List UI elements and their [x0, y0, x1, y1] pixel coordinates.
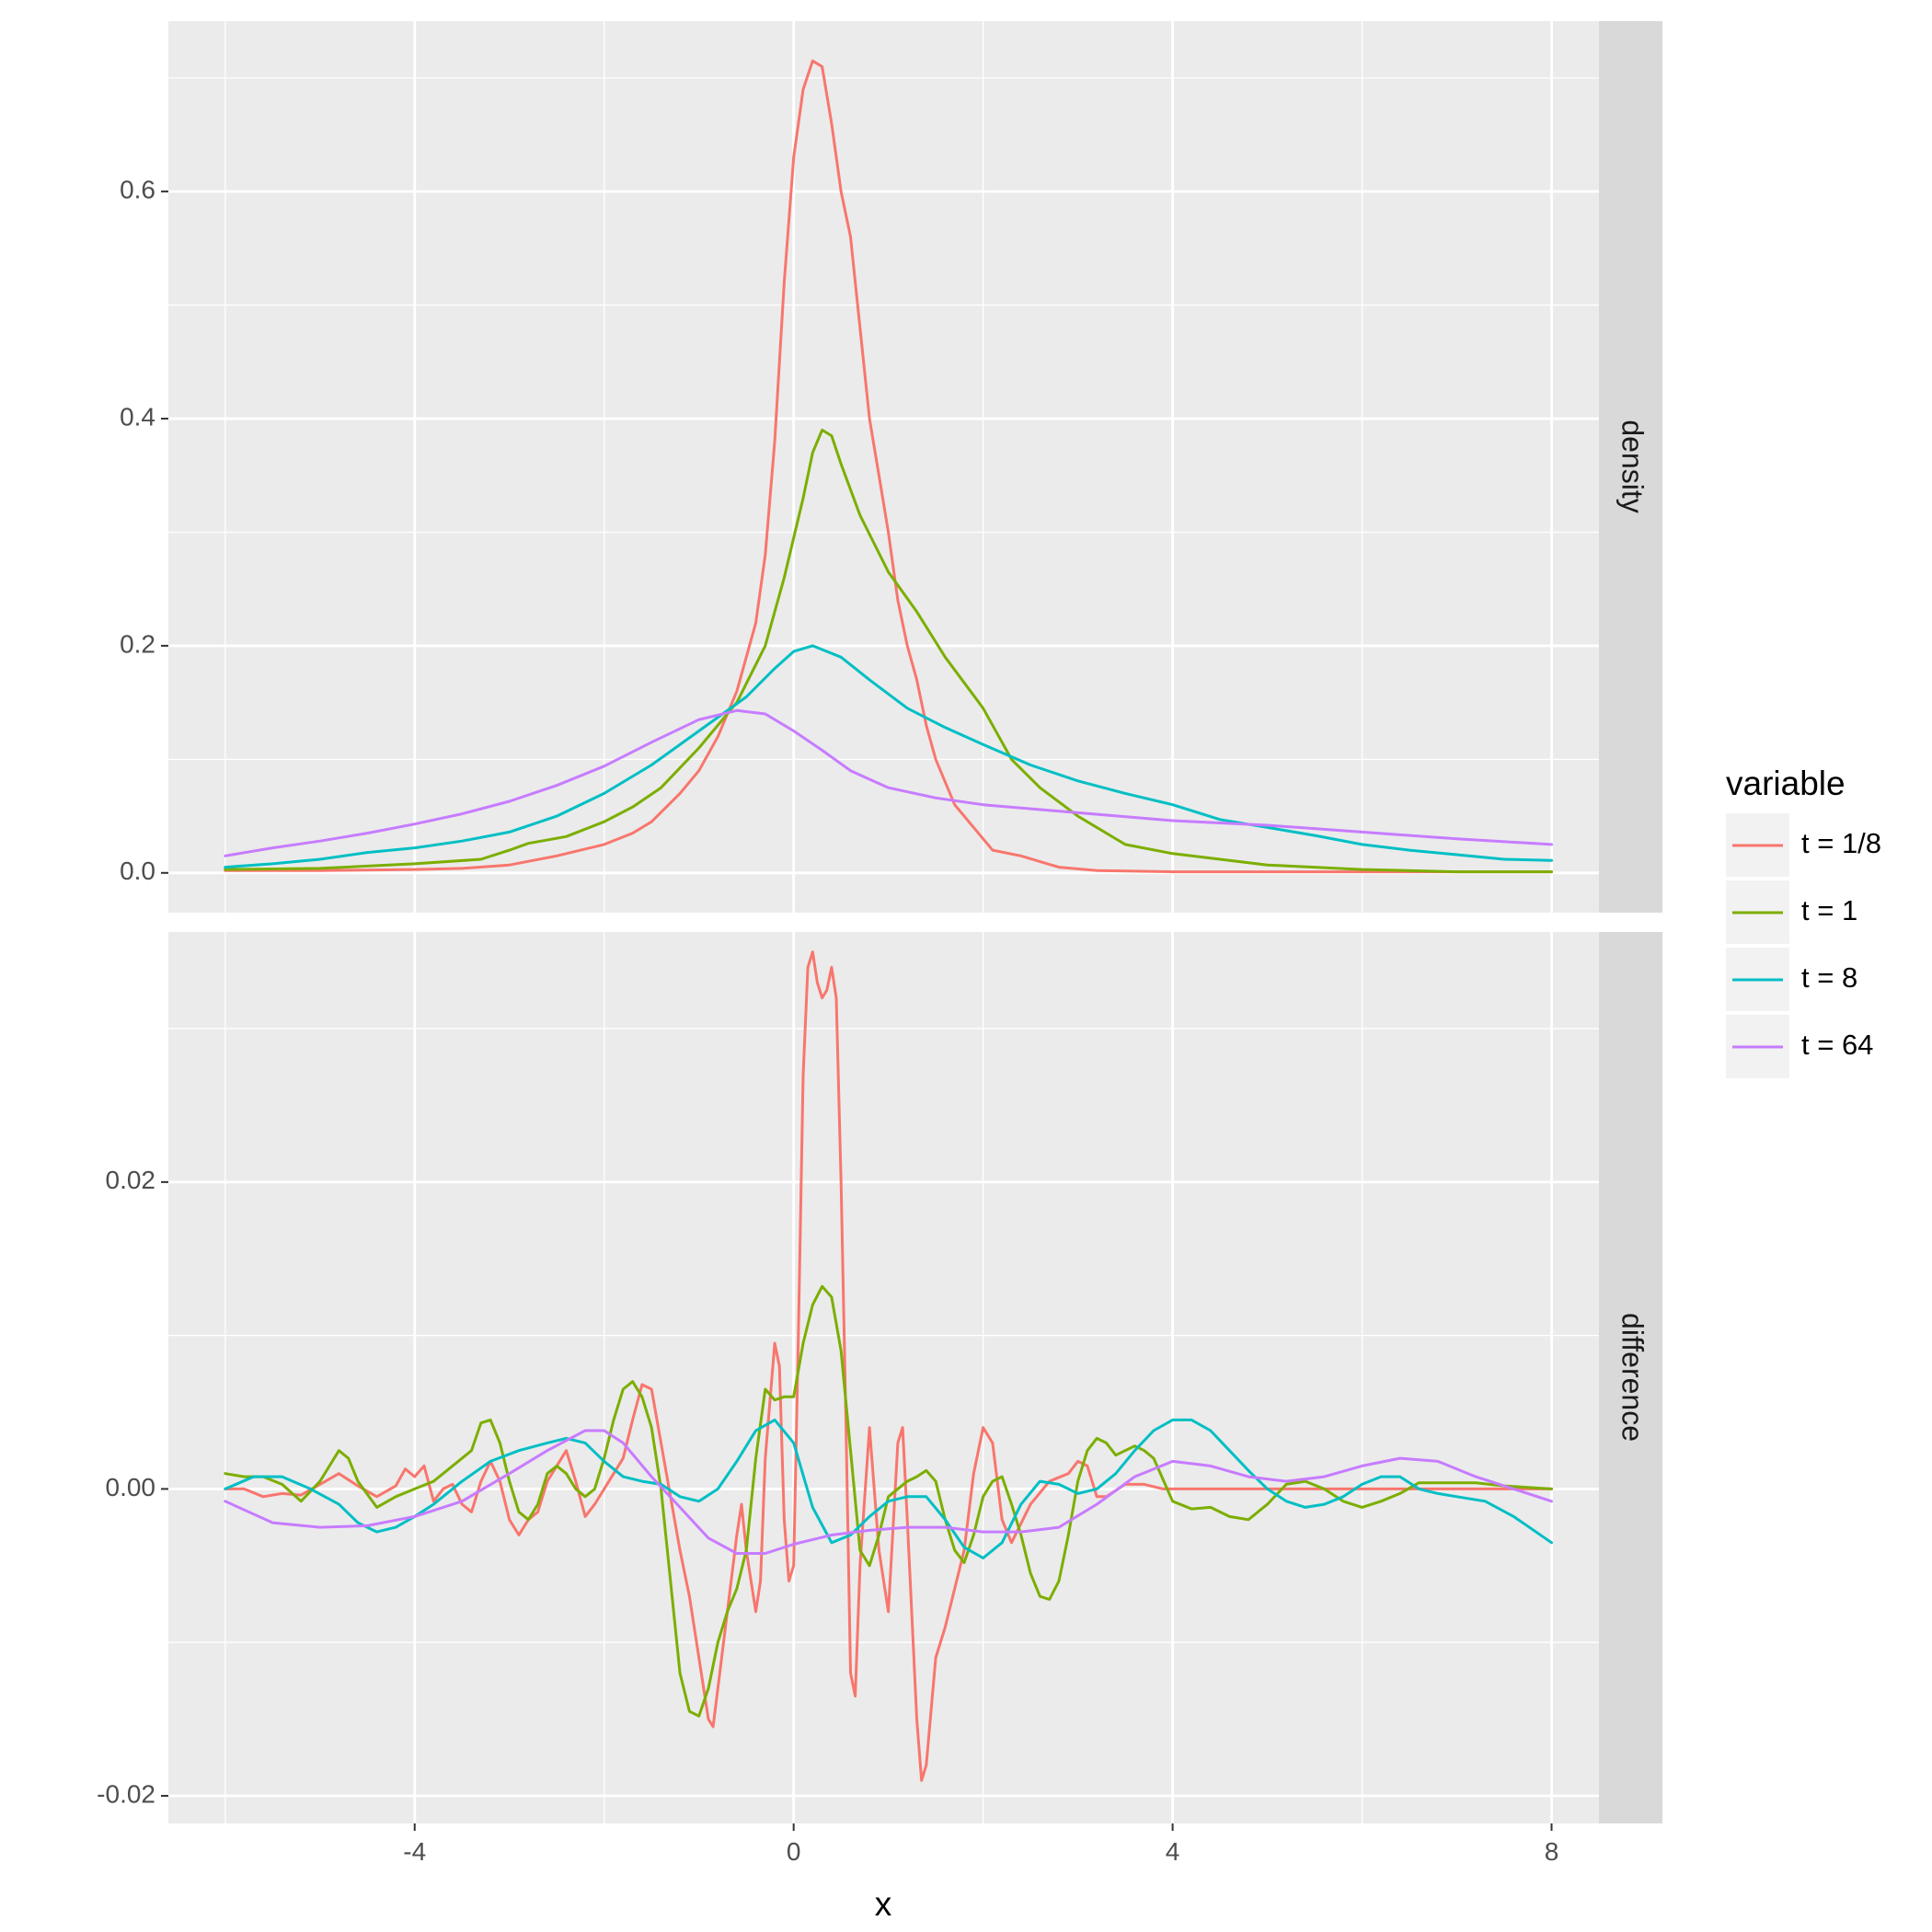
facet-strip-label: difference [1616, 1313, 1650, 1442]
legend-title: variable [1726, 765, 1846, 802]
legend-item: t = 1 [1726, 880, 1857, 944]
y-tick-label: 0.4 [120, 402, 155, 431]
series-line [224, 1284, 1553, 1718]
series-line [224, 59, 1553, 874]
panel-series-lines [224, 950, 1553, 1782]
legend-label: t = 1 [1801, 894, 1857, 926]
legend-label: t = 8 [1801, 961, 1857, 994]
x-tick-label: 8 [1545, 1837, 1559, 1866]
y-tick-label: 0.00 [106, 1473, 156, 1501]
series-line [224, 428, 1553, 874]
y-axis-ticks: 0.0 0.2 0.4 0.6 [120, 176, 168, 885]
legend-label: t = 1/8 [1801, 827, 1881, 859]
y-tick-label: 0.02 [106, 1166, 156, 1194]
panel-gridlines [168, 21, 1599, 913]
legend: variable t = 1/8 t = 1 t = 8 t = 64 [1726, 765, 1881, 1078]
x-axis-title: x [875, 1885, 892, 1923]
panel-background [168, 932, 1599, 1823]
facet-strip [1599, 932, 1662, 1823]
x-tick-label: 0 [787, 1837, 801, 1866]
x-tick-label: -4 [403, 1837, 426, 1866]
y-tick-label: -0.02 [97, 1779, 155, 1808]
series-line [224, 644, 1553, 869]
facet-strip [1599, 21, 1662, 913]
series-line [224, 1418, 1553, 1559]
series-line [224, 708, 1553, 857]
y-tick-label: 0.2 [120, 629, 155, 658]
y-tick-label: 0.6 [120, 176, 155, 204]
y-tick-label: 0.0 [120, 857, 155, 885]
panel-density: density 0.0 0.2 0.4 0.6 [120, 21, 1662, 913]
x-tick-label: 4 [1166, 1837, 1180, 1866]
y-axis-ticks: -0.02 0.00 0.02 [97, 1166, 168, 1808]
legend-item: t = 64 [1726, 1015, 1873, 1078]
panel-gridlines [168, 932, 1599, 1823]
series-line [224, 950, 1553, 1782]
series-line [224, 1429, 1553, 1555]
panel-background [168, 21, 1599, 913]
panel-difference: difference -0.02 0.00 0.02 [97, 932, 1662, 1823]
legend-item: t = 8 [1726, 948, 1857, 1011]
legend-label: t = 64 [1801, 1029, 1873, 1061]
legend-item: t = 1/8 [1726, 813, 1881, 877]
facet-strip-label: density [1616, 420, 1650, 512]
x-axis-ticks: -4 0 4 8 [403, 1823, 1558, 1866]
panel-series-lines [224, 59, 1553, 874]
